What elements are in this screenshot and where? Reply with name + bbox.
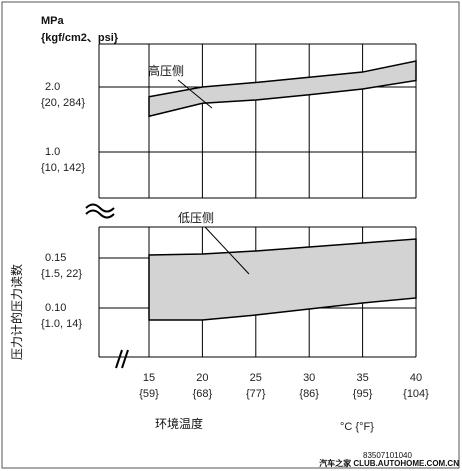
- y-tick-label: 0.15: [45, 252, 66, 264]
- y-axis-label: 压力计的压力读数: [9, 264, 24, 360]
- y-tick-label: 0.10: [45, 302, 66, 314]
- x-tick-label: 15: [143, 372, 155, 384]
- series-band: [148, 60, 417, 118]
- x-tick-label: 40: [410, 372, 422, 384]
- x-axis-label: 环境温度: [155, 416, 203, 431]
- x-tick-sublabel: {104}: [403, 388, 429, 400]
- x-tick-sublabel: {68}: [193, 388, 213, 400]
- y-tick-sublabel: {1.0, 14}: [41, 318, 82, 330]
- lower-panel: 低压侧: [98, 211, 417, 358]
- axis-break-lower: [115, 349, 129, 369]
- y-tick-sublabel: {1.5, 22}: [41, 268, 82, 280]
- x-axis-unit: °C {°F}: [340, 421, 374, 433]
- series-label: 低压侧: [178, 211, 214, 225]
- watermark-site: 汽车之家 CLUB.AUTOHOME.COM.CN: [319, 458, 459, 468]
- watermark-code: 83507101040: [363, 451, 412, 460]
- series-label: 高压侧: [148, 63, 184, 78]
- x-tick-sublabel: {59}: [139, 388, 159, 400]
- y-tick-label: 1.0: [45, 146, 60, 158]
- x-tick-sublabel: {95}: [353, 388, 373, 400]
- upper-panel: 高压侧: [98, 43, 417, 199]
- series-label-leader: [204, 226, 250, 275]
- x-tick-sublabel: {77}: [246, 388, 266, 400]
- x-tick-label: 30: [303, 372, 315, 384]
- y-tick-sublabel: {20, 284}: [41, 97, 85, 109]
- tick-labels: 2.0 {20, 284} 1.0 {10, 142} 0.15 {1.5, 22} 0.1…: [41, 81, 429, 400]
- unit-label-mpa: MPa: [41, 15, 65, 27]
- series-band: [148, 238, 417, 321]
- unit-label-kgf-psi: {kgf/cm2、psi}: [41, 32, 119, 44]
- x-tick-sublabel: {86}: [299, 388, 319, 400]
- y-tick-label: 2.0: [45, 81, 60, 93]
- series-label-leader: [177, 79, 213, 109]
- x-tick-label: 35: [356, 372, 368, 384]
- axis-break-upper: [85, 203, 115, 219]
- x-tick-label: 20: [196, 372, 208, 384]
- y-tick-sublabel: {10, 142}: [41, 162, 85, 174]
- x-tick-label: 25: [250, 372, 262, 384]
